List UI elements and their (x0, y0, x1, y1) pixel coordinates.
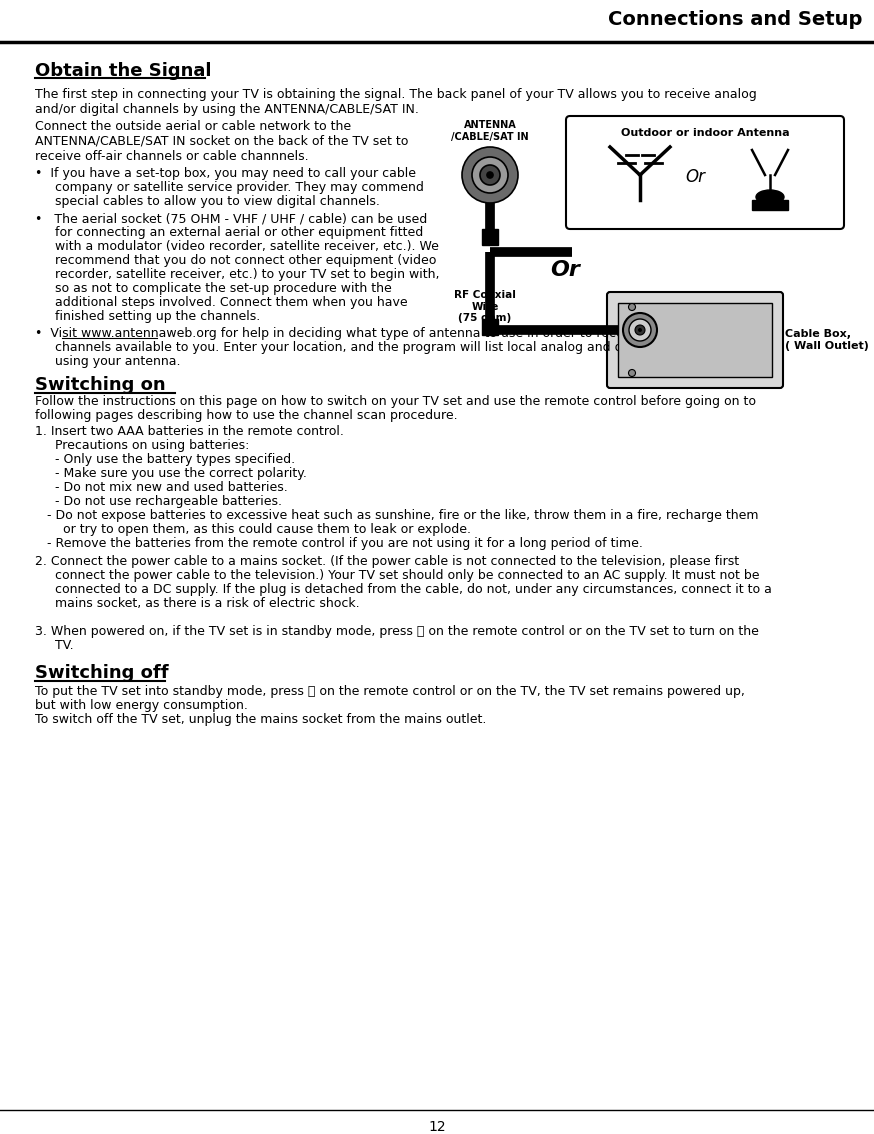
Text: special cables to allow you to view digital channels.: special cables to allow you to view digi… (55, 195, 380, 208)
Circle shape (623, 313, 657, 347)
Text: Follow the instructions on this page on how to switch on your TV set and use the: Follow the instructions on this page on … (35, 395, 756, 408)
Text: and/or digital channels by using the ANTENNA/CABLE/SAT IN.: and/or digital channels by using the ANT… (35, 103, 419, 116)
Circle shape (480, 166, 500, 185)
Circle shape (629, 319, 651, 341)
Text: Or: Or (550, 260, 579, 280)
Text: TV.: TV. (55, 638, 73, 652)
Text: RF Coaxial
Wire
(75 ohm): RF Coaxial Wire (75 ohm) (454, 290, 516, 323)
Text: To put the TV set into standby mode, press ⏻ on the remote control or on the TV,: To put the TV set into standby mode, pre… (35, 685, 745, 699)
Text: Switching off: Switching off (35, 665, 169, 682)
Ellipse shape (756, 191, 784, 204)
Text: with a modulator (video recorder, satellite receiver, etc.). We: with a modulator (video recorder, satell… (55, 240, 439, 253)
Circle shape (635, 325, 645, 335)
Text: mains socket, as there is a risk of electric shock.: mains socket, as there is a risk of elec… (55, 596, 359, 610)
Circle shape (628, 370, 635, 376)
Text: •  Visit www.antennaweb.org for help in deciding what type of antenna to use in : • Visit www.antennaweb.org for help in d… (35, 327, 744, 340)
Text: company or satellite service provider. They may commend: company or satellite service provider. T… (55, 181, 424, 194)
Text: ANTENNA
/CABLE/SAT IN: ANTENNA /CABLE/SAT IN (451, 120, 529, 142)
Text: The first step in connecting your TV is obtaining the signal. The back panel of : The first step in connecting your TV is … (35, 88, 757, 101)
Text: recommend that you do not connect other equipment (video: recommend that you do not connect other … (55, 254, 436, 266)
Text: channels available to you. Enter your location, and the program will list local : channels available to you. Enter your lo… (55, 341, 768, 354)
Text: Precautions on using batteries:: Precautions on using batteries: (55, 439, 249, 452)
Text: - Do not use rechargeable batteries.: - Do not use rechargeable batteries. (55, 496, 282, 508)
Text: recorder, satellite receiver, etc.) to your TV set to begin with,: recorder, satellite receiver, etc.) to y… (55, 268, 440, 281)
Text: so as not to complicate the set-up procedure with the: so as not to complicate the set-up proce… (55, 282, 392, 295)
Text: To switch off the TV set, unplug the mains socket from the mains outlet.: To switch off the TV set, unplug the mai… (35, 713, 486, 726)
Text: connect the power cable to the television.) Your TV set should only be connected: connect the power cable to the televisio… (55, 569, 760, 582)
Text: following pages describing how to use the channel scan procedure.: following pages describing how to use th… (35, 409, 458, 422)
Text: 2. Connect the power cable to a mains socket. (If the power cable is not connect: 2. Connect the power cable to a mains so… (35, 555, 739, 568)
Text: - Make sure you use the correct polarity.: - Make sure you use the correct polarity… (55, 467, 307, 480)
Bar (482, 319, 498, 335)
Text: Cable Box,
( Wall Outlet): Cable Box, ( Wall Outlet) (785, 329, 869, 350)
Text: finished setting up the channels.: finished setting up the channels. (55, 310, 260, 323)
FancyBboxPatch shape (566, 116, 844, 229)
Text: - Do not expose batteries to excessive heat such as sunshine, fire or the like, : - Do not expose batteries to excessive h… (35, 509, 759, 522)
Circle shape (472, 156, 508, 193)
Text: Connect the outside aerial or cable network to the: Connect the outside aerial or cable netw… (35, 120, 351, 133)
Text: - Remove the batteries from the remote control if you are not using it for a lon: - Remove the batteries from the remote c… (35, 538, 643, 550)
Circle shape (487, 172, 493, 178)
Bar (618, 303, 772, 376)
Text: Obtain the Signal: Obtain the Signal (35, 62, 212, 81)
Text: 1. Insert two AAA batteries in the remote control.: 1. Insert two AAA batteries in the remot… (35, 425, 343, 438)
Text: Or: Or (685, 169, 705, 186)
Text: connected to a DC supply. If the plug is detached from the cable, do not, under : connected to a DC supply. If the plug is… (55, 583, 772, 596)
Text: ANTENNA/CABLE/SAT IN socket on the back of the TV set to: ANTENNA/CABLE/SAT IN socket on the back … (35, 135, 408, 149)
Bar (752, 200, 788, 210)
Text: Outdoor or indoor Antenna: Outdoor or indoor Antenna (621, 128, 789, 138)
Text: for connecting an external aerial or other equipment fitted: for connecting an external aerial or oth… (55, 226, 423, 239)
Text: 12: 12 (428, 1120, 446, 1134)
Text: Switching on: Switching on (35, 376, 166, 393)
Text: using your antenna.: using your antenna. (55, 355, 181, 369)
Text: additional steps involved. Connect them when you have: additional steps involved. Connect them … (55, 296, 407, 308)
Circle shape (462, 147, 518, 203)
Text: 3. When powered on, if the TV set is in standby mode, press ⏻ on the remote cont: 3. When powered on, if the TV set is in … (35, 625, 759, 638)
Text: •  If you have a set-top box, you may need to call your cable: • If you have a set-top box, you may nee… (35, 167, 416, 180)
Text: or try to open them, as this could cause them to leak or explode.: or try to open them, as this could cause… (55, 523, 471, 536)
Text: Connections and Setup: Connections and Setup (607, 10, 862, 29)
Circle shape (638, 328, 642, 332)
Bar (482, 229, 498, 245)
Text: receive off-air channels or cable channnels.: receive off-air channels or cable channn… (35, 150, 309, 163)
Text: •   The aerial socket (75 OHM - VHF / UHF / cable) can be used: • The aerial socket (75 OHM - VHF / UHF … (35, 212, 427, 225)
Text: - Only use the battery types specified.: - Only use the battery types specified. (55, 452, 295, 466)
FancyBboxPatch shape (607, 291, 783, 388)
Circle shape (628, 304, 635, 311)
Text: - Do not mix new and used batteries.: - Do not mix new and used batteries. (55, 481, 288, 494)
Text: but with low energy consumption.: but with low energy consumption. (35, 699, 248, 712)
